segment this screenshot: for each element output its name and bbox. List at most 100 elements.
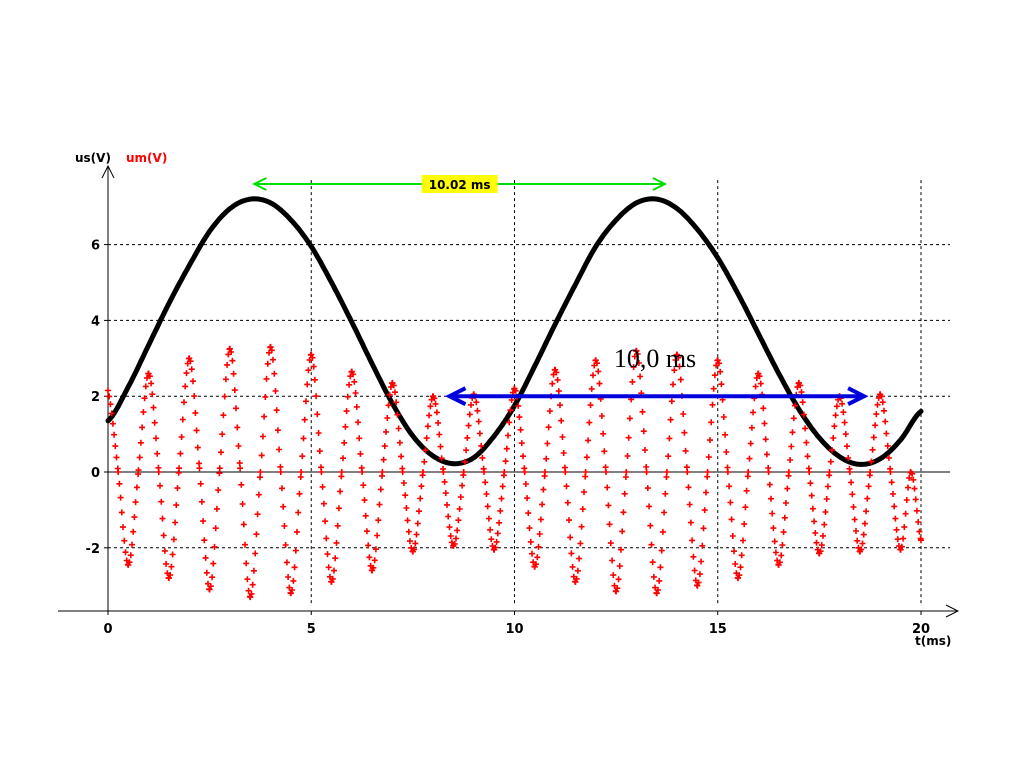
series-point-um (533, 561, 539, 568)
series-point-um (644, 485, 651, 492)
series-point-um (362, 512, 369, 519)
series-point-um (860, 531, 867, 538)
series-point-um (168, 563, 175, 570)
series-point-um (567, 534, 574, 541)
axes (58, 164, 960, 618)
series-point-um (640, 428, 647, 435)
series-point-um (203, 569, 210, 576)
annotation-arrowhead-left-1 (444, 386, 467, 406)
series-point-um (207, 583, 214, 590)
series-point-um (436, 431, 443, 438)
series-point-um (291, 564, 298, 571)
series-point-um (296, 490, 303, 497)
series-point-um (809, 505, 816, 512)
series-point-um (822, 509, 829, 515)
series-point-um (412, 540, 419, 547)
series-point-um (394, 411, 401, 418)
series-point-um (179, 416, 186, 423)
series-point-um (655, 587, 661, 593)
series-point-um (506, 419, 513, 426)
series-point-um (493, 538, 500, 545)
series-point-um (598, 413, 605, 419)
series-point-um (372, 546, 379, 553)
series-point-um (879, 399, 886, 406)
series-point-um (787, 457, 794, 463)
series-point-um (619, 528, 626, 535)
series-point-um (112, 443, 119, 450)
series-point-um (545, 424, 552, 431)
series-point-um (235, 443, 242, 449)
series-point-um (333, 539, 340, 546)
series-point-um (279, 485, 285, 492)
series-point-um (220, 412, 227, 419)
series-point-um (259, 433, 266, 440)
series-point-um (832, 412, 839, 419)
series-point-um (323, 535, 330, 542)
series-point-um (379, 469, 386, 475)
series-point-um (314, 411, 321, 418)
series-point-um (658, 547, 665, 554)
series-point-um (212, 525, 219, 532)
series-point-um (176, 465, 183, 472)
series-point-um (413, 531, 420, 538)
series-point-um (808, 492, 815, 499)
series-point-um (783, 500, 789, 506)
series-point-um (211, 543, 218, 550)
series-point-um (305, 367, 312, 374)
series-point-um (267, 343, 274, 350)
series-point-um (343, 408, 350, 415)
series-point-um (154, 450, 161, 457)
series-point-um (198, 498, 205, 505)
series-point-um (194, 444, 201, 451)
series-point-um (309, 354, 316, 361)
series-point-um (763, 451, 770, 458)
series-point-um (803, 439, 810, 446)
series-point-um (605, 502, 612, 509)
series-point-um (118, 509, 125, 516)
series-point-um (807, 480, 814, 487)
series-point-um (586, 419, 593, 426)
series-point-um (407, 538, 413, 545)
series-point-um (732, 561, 739, 567)
series-point-um (254, 511, 261, 518)
series-point-um (772, 549, 779, 556)
series-point-um (696, 571, 703, 578)
series-point-um (213, 505, 220, 512)
series-point-um (446, 524, 453, 531)
series-point-um (319, 483, 326, 490)
series-point-um (322, 518, 329, 525)
series-point-um (747, 440, 754, 447)
series-point-um (820, 532, 826, 539)
series-point-um (311, 376, 318, 383)
series-point-um (910, 476, 917, 483)
series-point-um (752, 383, 759, 390)
series-point-um (853, 528, 859, 534)
series-point-um (861, 520, 868, 527)
series-point-um (790, 415, 797, 422)
series-point-um (316, 448, 323, 455)
series-point-um (542, 469, 548, 475)
annotation-arrowhead-right-0 (652, 177, 668, 191)
series-point-um (318, 469, 325, 475)
series-point-um (392, 389, 398, 396)
series-point-um (918, 537, 924, 544)
series-point-um (492, 544, 499, 551)
series-point-um (750, 409, 757, 416)
series-point-um (776, 559, 783, 566)
y-tick-label: -2 (86, 542, 100, 557)
series-point-um (482, 479, 489, 486)
tick-labels: 0 5 10 15 20 -2 0 2 4 6 (86, 239, 931, 637)
series-point-um (172, 519, 179, 526)
series-point-um (155, 469, 162, 475)
series-point-um (606, 521, 613, 528)
series-point-um (384, 415, 391, 421)
series-point-um (770, 525, 777, 532)
series-point-um (716, 360, 722, 367)
series-point-um (453, 535, 459, 542)
series-point-um (666, 435, 673, 442)
series-point-um (234, 424, 241, 431)
series-point-um (614, 585, 621, 592)
series-point-um (854, 537, 861, 544)
series-point-um (583, 454, 590, 461)
